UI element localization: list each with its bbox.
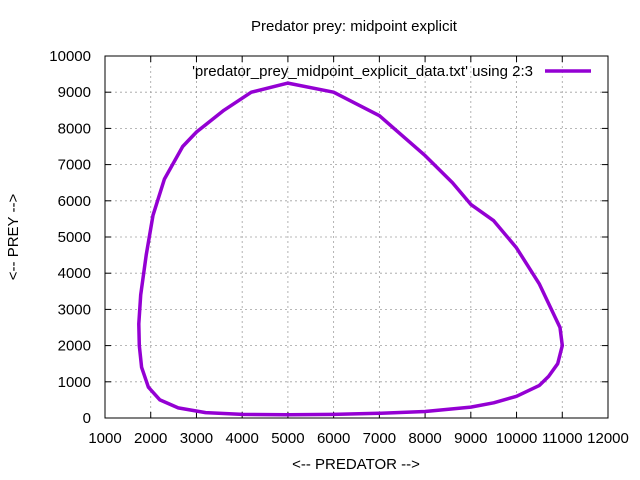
y-tick-label: 1000	[58, 374, 91, 391]
x-tick-label: 5000	[271, 430, 304, 447]
x-tick-label: 1000	[88, 430, 121, 447]
x-tick-label: 11000	[542, 430, 583, 447]
x-tick-label: 2000	[134, 430, 167, 447]
y-tick-label: 8000	[58, 120, 91, 137]
tick-layer: 1000 2000 3000 4000 5000 6000 7000 8000 9000 1000…	[49, 48, 629, 447]
plot-frame	[104, 55, 609, 419]
x-tick-label: 12000	[587, 430, 629, 447]
y-tick-label: 9000	[58, 84, 91, 101]
y-tick-label: 0	[83, 410, 91, 427]
x-tick-label: 10000	[496, 430, 538, 447]
series-line	[137, 81, 565, 417]
y-tick-label: 4000	[58, 265, 91, 282]
y-tick-label: 3000	[58, 301, 91, 318]
legend: 'predator_prey_midpoint_explicit_data.tx…	[192, 63, 591, 80]
series-layer	[137, 81, 565, 417]
legend-entry-label: 'predator_prey_midpoint_explicit_data.tx…	[192, 63, 533, 80]
x-axis-label: <-- PREDATOR -->	[292, 456, 420, 473]
x-tick-label: 8000	[408, 430, 441, 447]
x-tick-label: 7000	[363, 430, 396, 447]
grid-layer	[105, 56, 608, 418]
y-axis-label: <-- PREY -->	[5, 194, 22, 281]
y-tick-label: 6000	[58, 193, 91, 210]
x-tick-label: 4000	[225, 430, 258, 447]
chart-title: Predator prey: midpoint explicit	[251, 18, 458, 35]
x-tick-label: 6000	[317, 430, 350, 447]
y-tick-label: 10000	[49, 48, 91, 65]
y-tick-label: 5000	[58, 229, 91, 246]
y-tick-label: 2000	[58, 338, 91, 355]
x-tick-label: 3000	[180, 430, 213, 447]
y-tick-label: 7000	[58, 157, 91, 174]
x-tick-label: 9000	[454, 430, 487, 447]
